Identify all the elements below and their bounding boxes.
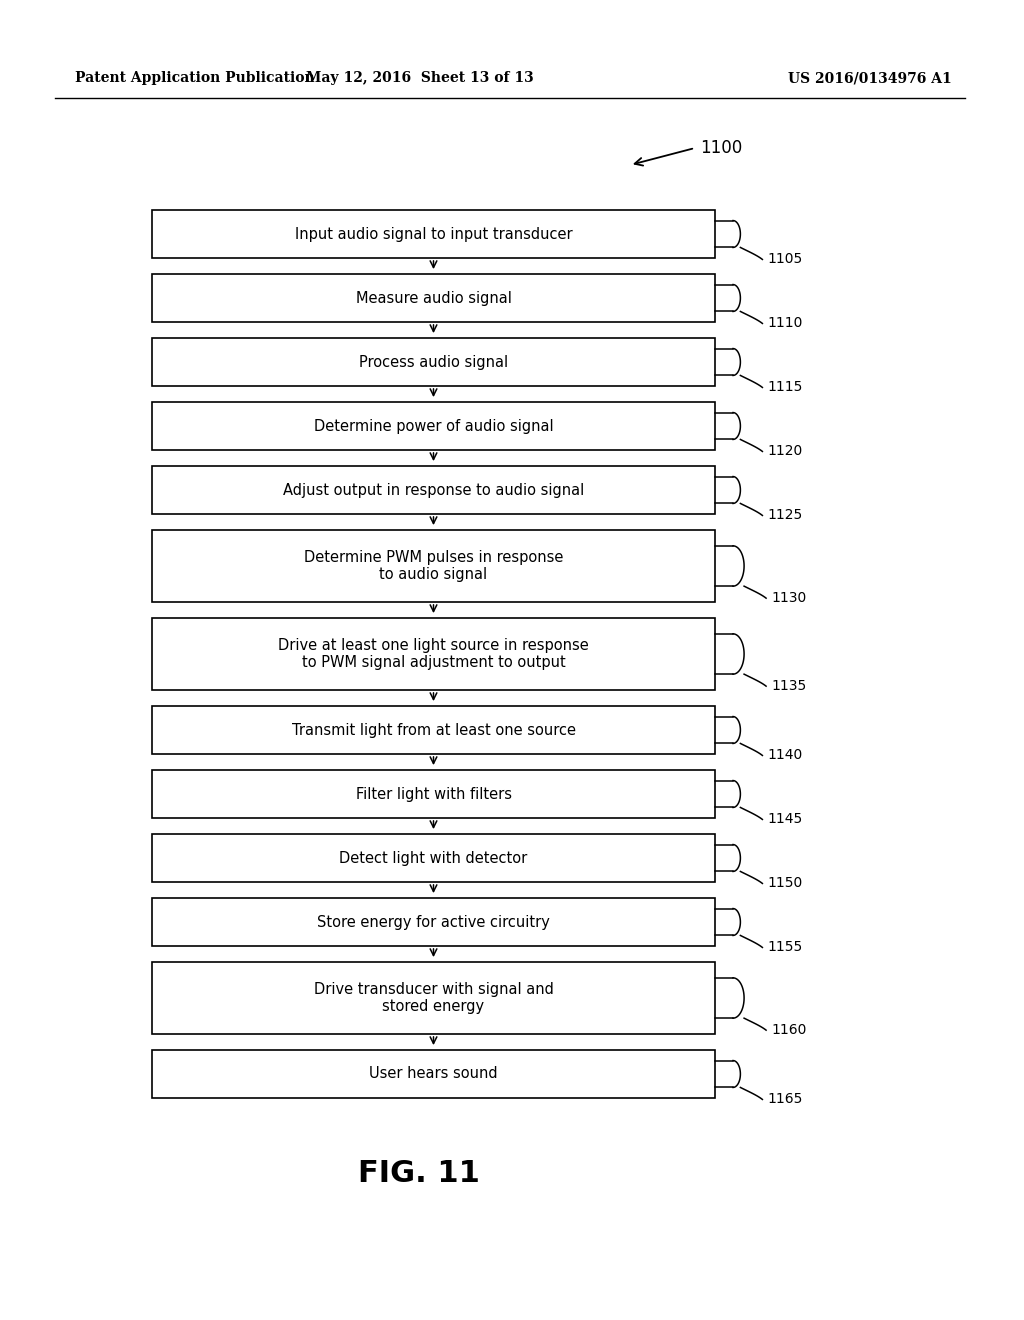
Text: Adjust output in response to audio signal: Adjust output in response to audio signa…	[283, 483, 584, 498]
Text: 1130: 1130	[771, 591, 806, 605]
Text: Process audio signal: Process audio signal	[359, 355, 508, 370]
Text: Detect light with detector: Detect light with detector	[339, 850, 527, 866]
Text: 1165: 1165	[767, 1093, 803, 1106]
Text: 1120: 1120	[767, 445, 803, 458]
Text: Drive at least one light source in response
to PWM signal adjustment to output: Drive at least one light source in respo…	[279, 638, 589, 671]
Bar	[152, 898, 715, 946]
Text: 1140: 1140	[767, 748, 803, 763]
Text: Patent Application Publication: Patent Application Publication	[75, 71, 314, 84]
Bar	[152, 834, 715, 882]
Bar	[152, 210, 715, 257]
Text: Filter light with filters: Filter light with filters	[355, 787, 512, 801]
Text: Measure audio signal: Measure audio signal	[355, 290, 511, 305]
Text: 1115: 1115	[767, 380, 803, 395]
Text: 1110: 1110	[767, 317, 803, 330]
Bar	[152, 466, 715, 513]
Text: 1100: 1100	[700, 139, 742, 157]
Bar	[152, 706, 715, 754]
Text: Determine PWM pulses in response
to audio signal: Determine PWM pulses in response to audi…	[304, 550, 563, 582]
Text: 1145: 1145	[767, 812, 803, 826]
Bar	[152, 1049, 715, 1098]
Text: 1135: 1135	[771, 680, 806, 693]
Text: Transmit light from at least one source: Transmit light from at least one source	[292, 722, 575, 738]
Text: 1105: 1105	[767, 252, 803, 267]
Text: 1150: 1150	[767, 876, 803, 891]
Text: May 12, 2016  Sheet 13 of 13: May 12, 2016 Sheet 13 of 13	[306, 71, 534, 84]
Text: Store energy for active circuitry: Store energy for active circuitry	[317, 915, 550, 929]
Text: 1160: 1160	[771, 1023, 807, 1038]
Bar	[152, 962, 715, 1034]
Bar	[152, 770, 715, 818]
Text: FIG. 11: FIG. 11	[357, 1159, 479, 1188]
Text: User hears sound: User hears sound	[370, 1067, 498, 1081]
Bar	[152, 403, 715, 450]
Bar	[152, 531, 715, 602]
Text: Input audio signal to input transducer: Input audio signal to input transducer	[295, 227, 572, 242]
Bar	[152, 338, 715, 385]
Text: 1125: 1125	[767, 508, 803, 523]
Bar	[152, 618, 715, 690]
Text: Determine power of audio signal: Determine power of audio signal	[313, 418, 553, 433]
Text: 1155: 1155	[767, 940, 803, 954]
Text: Drive transducer with signal and
stored energy: Drive transducer with signal and stored …	[313, 982, 553, 1014]
Text: US 2016/0134976 A1: US 2016/0134976 A1	[788, 71, 952, 84]
Bar	[152, 275, 715, 322]
